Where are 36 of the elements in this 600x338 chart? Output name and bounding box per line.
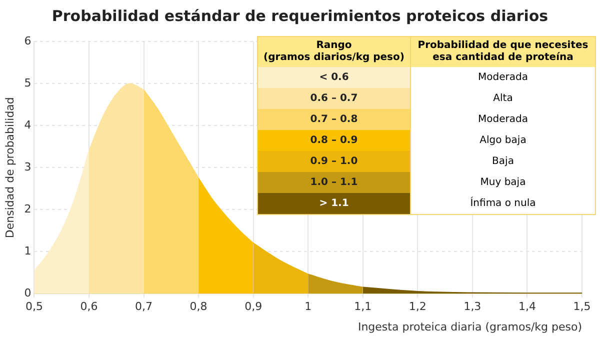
x-tick-label: 1,4 bbox=[518, 300, 536, 314]
x-tick-label: 0,6 bbox=[80, 300, 98, 314]
x-tick-label: 0,8 bbox=[190, 300, 208, 314]
annotation: Baja bbox=[410, 151, 596, 172]
text: 0.6 – 0.7 bbox=[258, 88, 410, 109]
text: 0.7 – 0.8 bbox=[258, 109, 410, 130]
x-axis-title: Ingesta proteica diaria (gramos/kg peso) bbox=[358, 320, 582, 334]
y-tick-label: 0 bbox=[24, 286, 32, 300]
y-tick-label: 6 bbox=[24, 34, 32, 48]
y-tick-label: 5 bbox=[24, 76, 32, 90]
x-tick-label: 0,7 bbox=[135, 300, 153, 314]
y-tick-label: 4 bbox=[24, 118, 32, 132]
annotation: Algo baja bbox=[410, 130, 596, 151]
x-tick-label: 1,3 bbox=[464, 300, 482, 314]
x-tick-label: 1 bbox=[304, 300, 312, 314]
x-tick-label: 0,9 bbox=[244, 300, 262, 314]
text: 0.8 – 0.9 bbox=[258, 130, 410, 151]
x-tick-label: 1,1 bbox=[354, 300, 372, 314]
x-tick-label: 0,5 bbox=[25, 300, 43, 314]
text: > 1.1 bbox=[258, 193, 410, 214]
y-tick-label: 1 bbox=[24, 244, 32, 258]
text: 1.0 – 1.1 bbox=[258, 172, 410, 193]
text: < 0.6 bbox=[258, 67, 410, 88]
x-tick-label: 1,2 bbox=[408, 300, 426, 314]
annotation: Muy baja bbox=[410, 172, 596, 193]
chart-title: Probabilidad estándar de requerimientos proteicos diarios bbox=[50, 6, 550, 27]
annotation: Probabilidad de que necesites esa cantidad de proteína bbox=[410, 36, 596, 67]
annotation: Ínfima o nula bbox=[410, 193, 596, 214]
x-tick-label: 1,5 bbox=[573, 300, 591, 314]
annotation: Moderada bbox=[410, 67, 596, 88]
y-tick-label: 3 bbox=[24, 160, 32, 174]
y-axis-title: Densidad de probabilidad bbox=[3, 97, 16, 238]
annotation: Moderada bbox=[410, 109, 596, 130]
annotation: Alta bbox=[410, 88, 596, 109]
y-tick-label: 2 bbox=[24, 202, 32, 216]
text: 0.9 – 1.0 bbox=[258, 151, 410, 172]
